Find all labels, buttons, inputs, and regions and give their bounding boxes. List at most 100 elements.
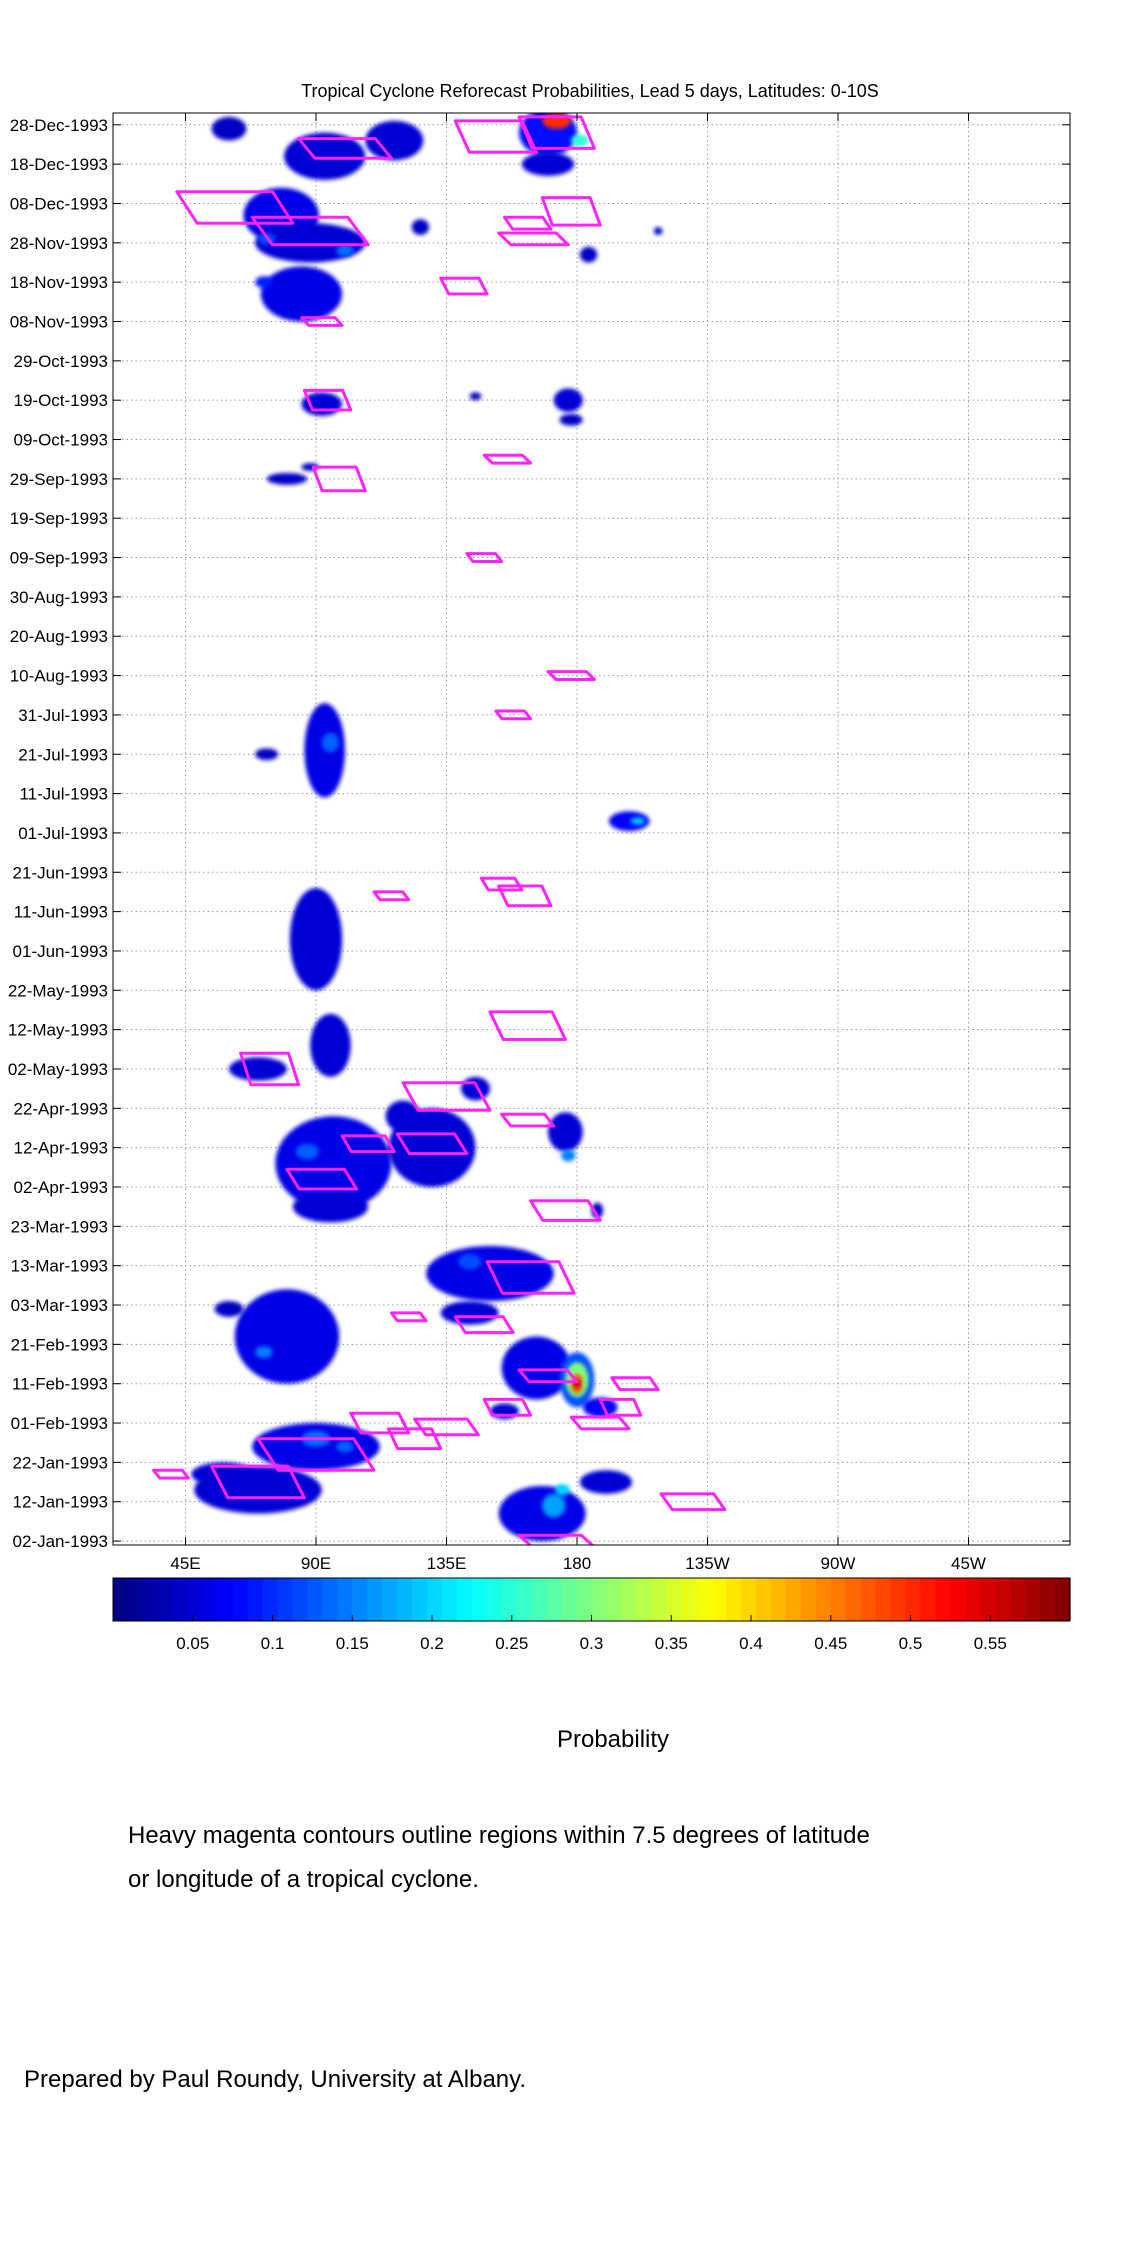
colorbar-cell: [561, 1578, 578, 1621]
cyclone-contour: [529, 1199, 602, 1222]
colorbar-tick-label: 0.25: [495, 1634, 528, 1653]
probability-region: [653, 227, 663, 235]
colorbar-cell: [486, 1578, 503, 1621]
y-tick-label: 20-Aug-1993: [10, 627, 108, 646]
colorbar-cell: [726, 1578, 742, 1621]
colorbar-cell: [142, 1578, 159, 1621]
cyclone-contour: [488, 1010, 567, 1041]
y-tick-label: 08-Dec-1993: [10, 194, 108, 213]
x-tick-label: 180: [563, 1554, 591, 1573]
y-tick-label: 31-Jul-1993: [18, 706, 108, 725]
colorbar-tick-label: 0.2: [420, 1634, 444, 1653]
y-tick-label: 01-Jun-1993: [13, 942, 108, 961]
probability-region: [548, 1112, 583, 1152]
plot-frame: [112, 112, 1071, 1546]
colorbar-cell: [1055, 1578, 1071, 1621]
colorbar-cell: [501, 1578, 518, 1621]
cyclone-contour: [439, 276, 489, 296]
colorbar-cell: [412, 1578, 428, 1621]
colorbar-cell: [546, 1578, 563, 1621]
cyclone-contour: [302, 388, 353, 412]
probability-region: [559, 413, 583, 426]
y-tick-label: 02-Apr-1993: [13, 1178, 108, 1197]
colorbar-tick-label: 0.05: [176, 1634, 209, 1653]
colorbar-cell: [711, 1578, 727, 1621]
probability-region: [255, 748, 279, 761]
probability-region: [521, 152, 575, 176]
probability-region: [336, 244, 354, 257]
colorbar-cell: [621, 1578, 637, 1621]
contour-note-line-2: or longitude of a tropical cyclone.: [128, 1866, 479, 1893]
colorbar-tick-label: 0.5: [899, 1634, 923, 1653]
cyclone-contour: [349, 1411, 411, 1435]
probability-region: [571, 134, 589, 147]
colorbar-cell: [367, 1578, 383, 1621]
colorbar-cell: [950, 1578, 966, 1621]
colorbar-cell: [995, 1578, 1011, 1621]
colorbar-cell: [531, 1578, 548, 1621]
cyclone-contour: [300, 316, 344, 327]
cyclone-contour: [372, 890, 411, 902]
probability-region: [211, 116, 247, 141]
colorbar-cell: [606, 1578, 622, 1621]
y-axis-ticks: 28-Dec-1993 18-Dec-1993 08-Dec-1993 28-Nov-…: [8, 116, 1070, 1551]
probability-region: [579, 246, 598, 263]
colorbar-cell: [1025, 1578, 1041, 1621]
y-tick-label: 11-Jul-1993: [19, 785, 108, 804]
colorbar-cell: [741, 1578, 757, 1621]
probability-region: [336, 1440, 354, 1453]
probability-region: [579, 1470, 633, 1494]
y-tick-label: 29-Sep-1993: [10, 470, 108, 489]
colorbar-cell: [292, 1578, 308, 1621]
credit-line: Prepared by Paul Roundy, University at A…: [24, 2066, 527, 2093]
colorbar-tick-label: 0.35: [655, 1634, 688, 1653]
colorbar-cell: [113, 1578, 129, 1621]
cyclone-contour: [210, 1464, 306, 1500]
probability-region: [469, 392, 482, 401]
cyclone-contours: [152, 115, 727, 1545]
probability-region: [490, 1403, 519, 1420]
y-tick-label: 23-Mar-1993: [11, 1217, 108, 1236]
probability-region: [458, 1253, 482, 1270]
x-tick-label: 45E: [170, 1554, 200, 1573]
grid: [113, 113, 1070, 1545]
y-tick-label: 11-Jun-1993: [14, 903, 108, 922]
x-tick-label: 135E: [427, 1554, 467, 1573]
cyclone-contour: [517, 1533, 595, 1545]
probability-region: [234, 1289, 340, 1384]
colorbar-cell: [905, 1578, 922, 1621]
colorbar-cell: [441, 1578, 458, 1621]
y-tick-label: 01-Feb-1993: [11, 1414, 108, 1433]
probability-region: [260, 266, 343, 322]
chart-title: Tropical Cyclone Reforecast Probabilitie…: [301, 81, 879, 101]
probability-region: [255, 1346, 273, 1359]
cyclone-contour: [479, 876, 524, 892]
cyclone-contour: [453, 119, 538, 154]
y-tick-label: 30-Aug-1993: [10, 588, 108, 607]
probability-region: [555, 1484, 570, 1496]
cyclone-contour: [152, 1468, 190, 1480]
y-tick-label: 13-Mar-1993: [11, 1257, 108, 1276]
y-tick-label: 22-Apr-1993: [13, 1099, 108, 1118]
colorbar-cell: [980, 1578, 996, 1621]
colorbar-cell: [815, 1578, 832, 1621]
probability-region: [266, 472, 308, 485]
colorbar-cell: [382, 1578, 398, 1621]
colorbar-tick-label: 0.55: [974, 1634, 1007, 1653]
cyclone-contour: [503, 215, 553, 231]
cyclone-contour: [453, 1315, 515, 1335]
cyclone-contour: [387, 1427, 443, 1451]
colorbar-cell: [591, 1578, 608, 1621]
probability-region: [498, 1485, 586, 1542]
colorbar-cell: [397, 1578, 413, 1621]
cyclone-contour: [389, 1311, 428, 1323]
probability-region: [440, 1301, 499, 1325]
colorbar-cell: [890, 1578, 907, 1621]
colorbar-cell: [202, 1578, 219, 1621]
colorbar-cell: [696, 1578, 712, 1621]
y-tick-label: 12-Jan-1993: [13, 1493, 108, 1512]
probability-region: [561, 1149, 576, 1162]
cyclone-contour: [482, 1397, 533, 1417]
y-tick-label: 02-Jan-1993: [13, 1532, 108, 1551]
